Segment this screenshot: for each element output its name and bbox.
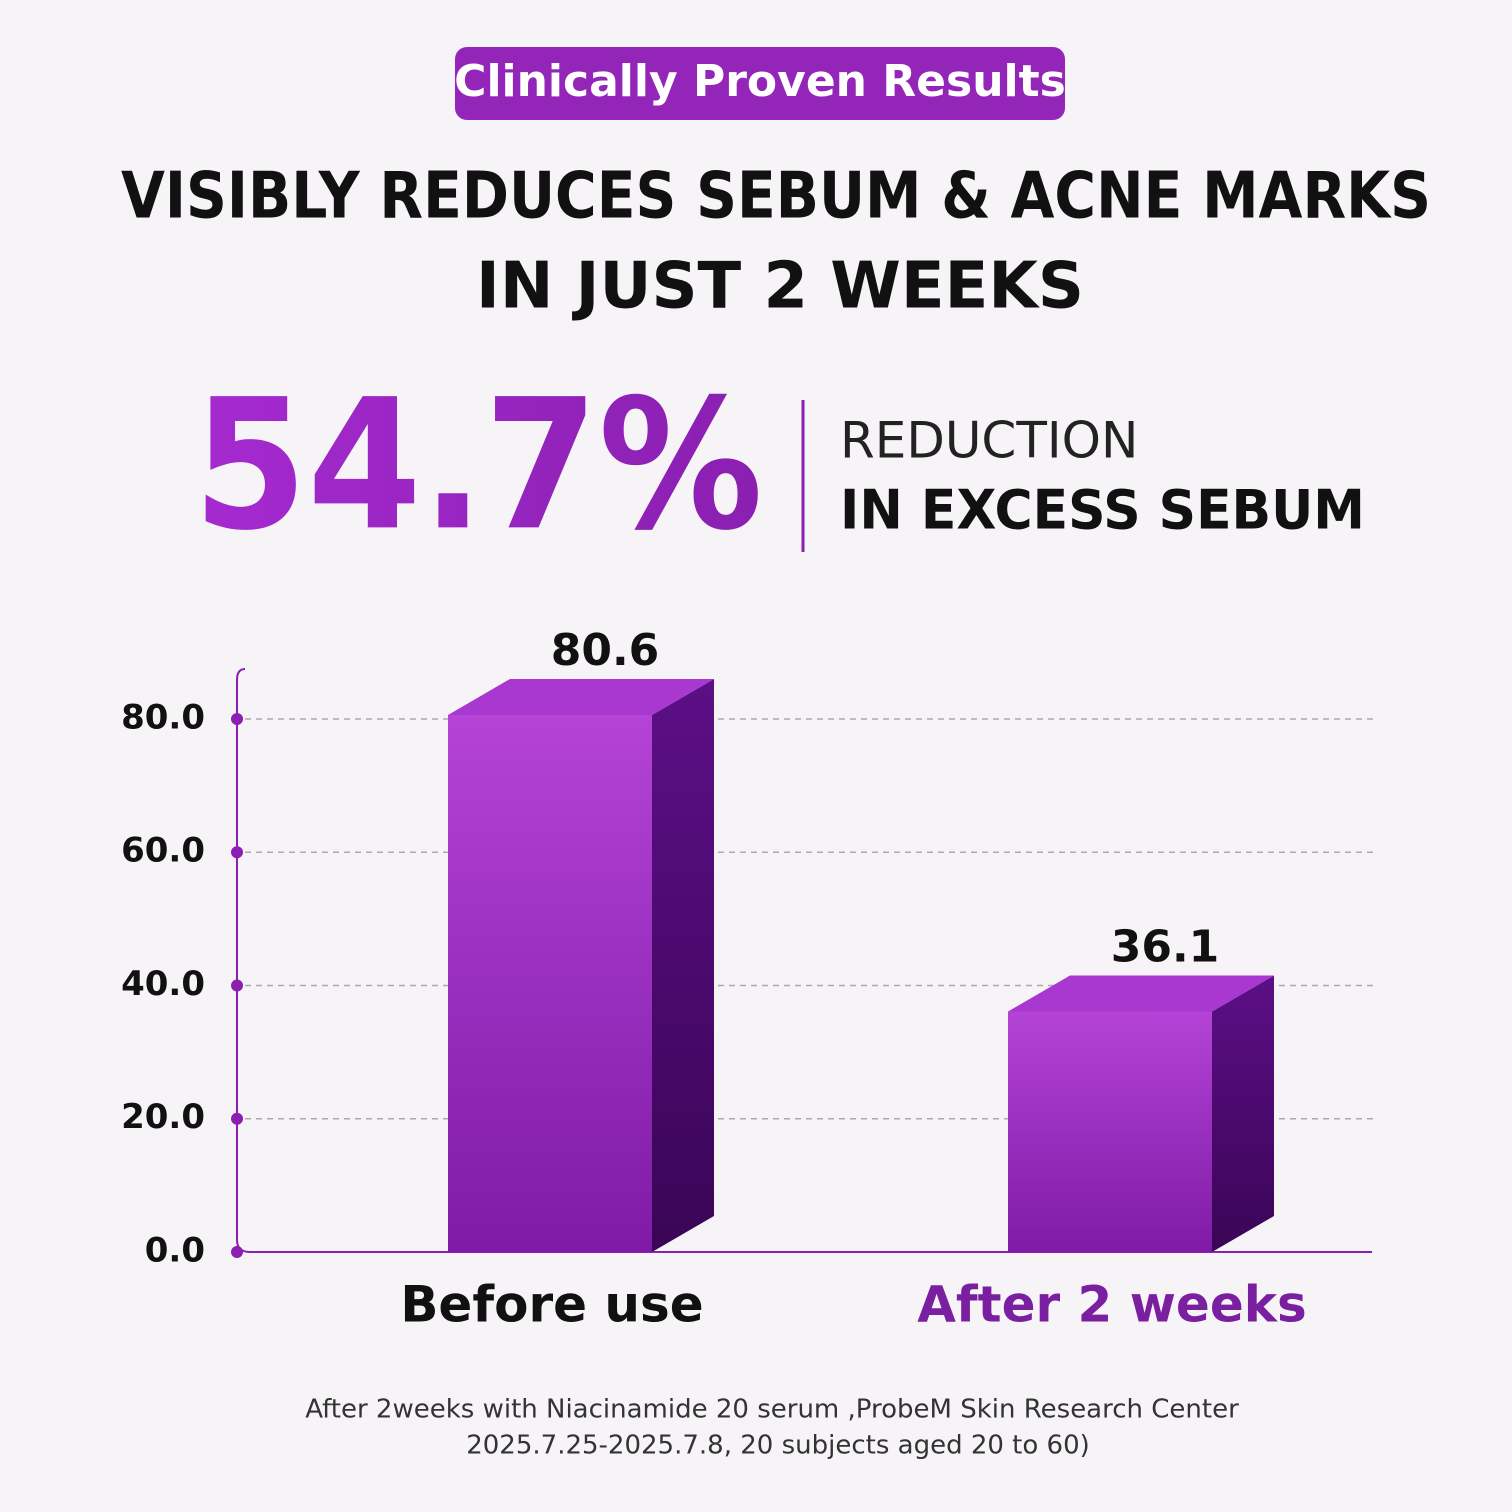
x-tick-label: Before use [400,1276,703,1334]
footnote: After 2weeks with Niacinamide 20 serum ,… [305,1395,1239,1425]
x-tick-label: After 2 weeks [917,1276,1307,1334]
bar-top [1008,975,1274,1012]
tick-dot [231,1112,243,1125]
bar-side [652,678,714,1252]
headline: IN JUST 2 WEEKS [476,250,1084,324]
y-tick-label: 20.0 [121,1097,205,1137]
value-label: 36.1 [1111,921,1220,972]
stat-line: IN EXCESS SEBUM [840,479,1365,542]
footnote: 2025.7.25-2025.7.8, 20 subjects aged 20 … [466,1431,1090,1461]
badge: Clinically Proven Results [454,56,1066,107]
y-tick-label: 40.0 [121,964,205,1004]
stat-line: REDUCTION [840,412,1138,470]
stat-number: 54.7% [193,361,763,570]
y-tick-label: 0.0 [145,1231,205,1271]
y-tick-label: 60.0 [121,831,205,871]
bar [448,714,652,1252]
axis [236,668,1372,1253]
tick-dot [231,1246,243,1258]
badge-bg [455,47,1065,120]
bar [1008,1011,1212,1252]
tick-dot [231,712,243,725]
value-label: 80.6 [551,625,660,676]
bar-side [1212,975,1274,1252]
tick-dot [231,846,243,859]
y-tick-label: 80.0 [121,697,205,737]
tick-dot [231,979,243,992]
headline: VISIBLY REDUCES SEBUM & ACNE MARKS [121,160,1431,234]
bar-top [448,678,714,715]
